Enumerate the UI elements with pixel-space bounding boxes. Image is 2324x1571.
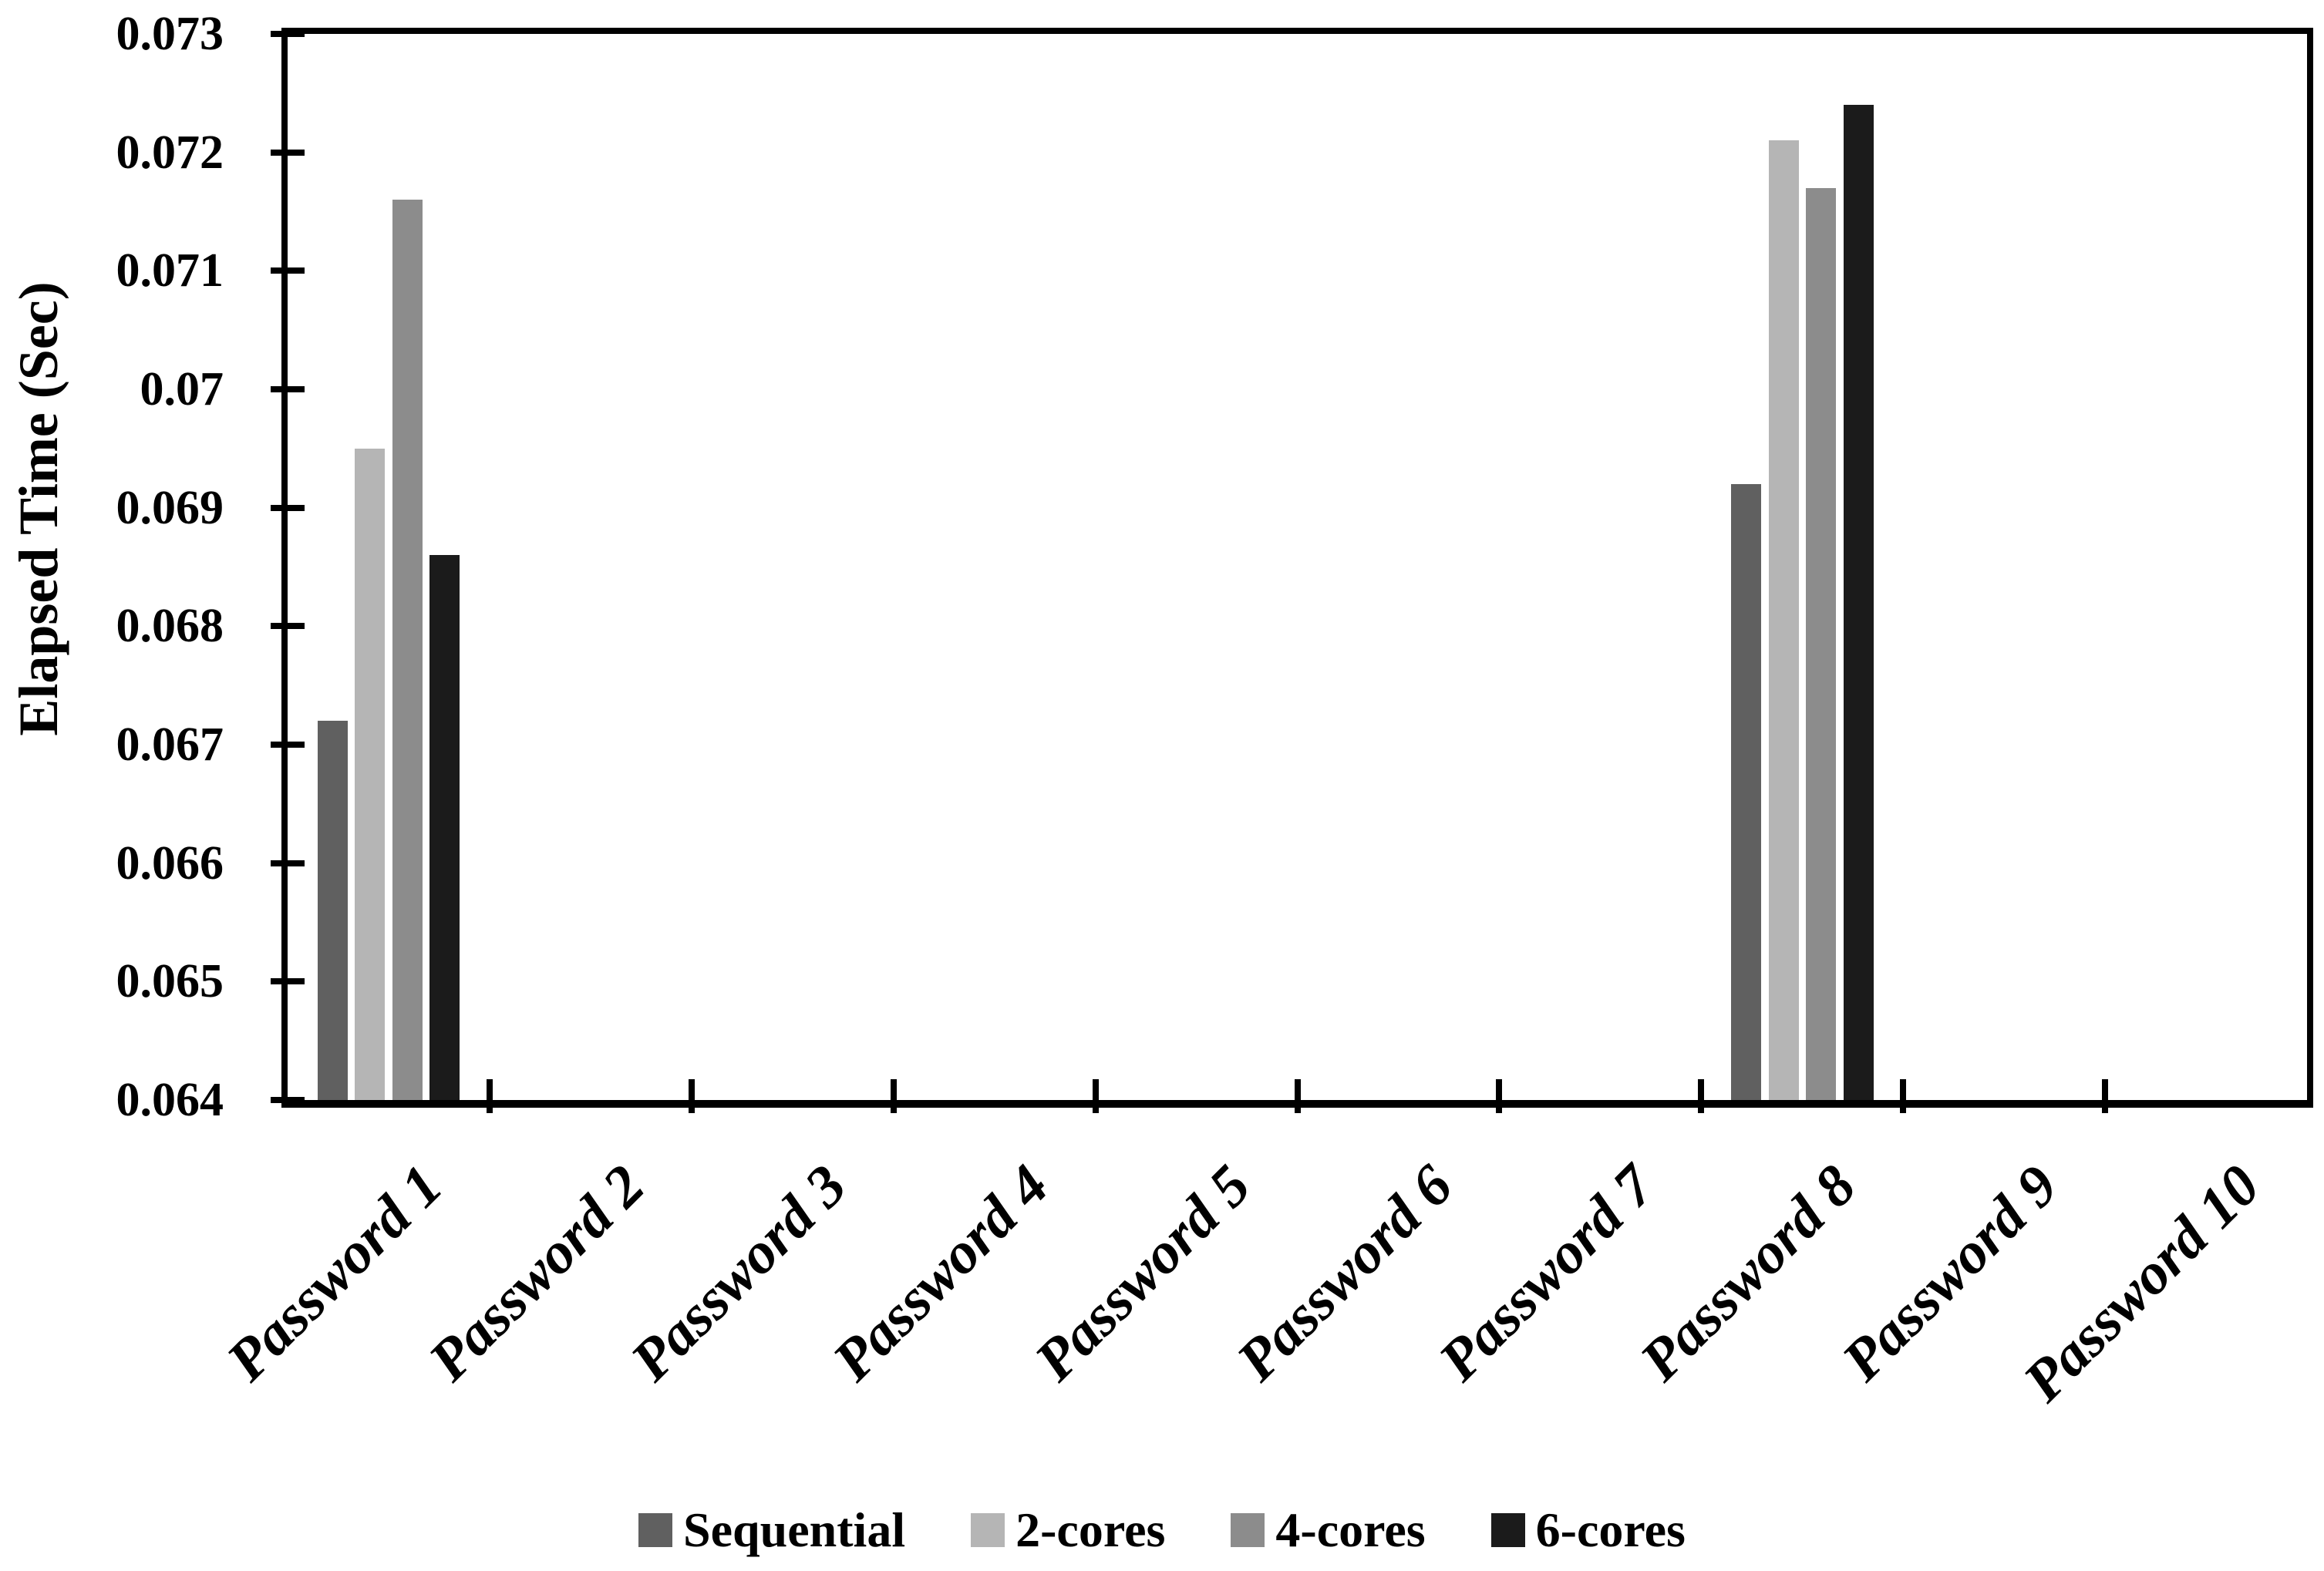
legend-item-sequential: Sequential — [638, 1503, 905, 1557]
x-axis-tick — [1496, 1079, 1503, 1113]
plot-area — [281, 28, 2313, 1108]
bar-password-8-4-cores — [1806, 187, 1836, 1100]
x-axis-label-password-4: Password 4 — [820, 1152, 1061, 1394]
x-axis-tick — [1294, 1079, 1301, 1113]
y-axis-tick-label: 0.069 — [116, 481, 224, 534]
bar-password-1-sequential — [317, 721, 348, 1100]
legend-swatch-sequential — [638, 1513, 673, 1547]
y-axis-tick-label: 0.071 — [116, 244, 224, 298]
y-axis-tick-label: 0.07 — [140, 363, 224, 415]
legend-swatch-6-cores — [1490, 1513, 1525, 1547]
y-axis-tick-label: 0.067 — [116, 718, 224, 771]
x-axis-tick — [890, 1079, 897, 1113]
y-axis-tick-label: 0.068 — [116, 600, 224, 653]
y-axis-tick — [271, 623, 305, 630]
y-axis-tick — [271, 504, 305, 511]
legend-item-4-cores: 4-cores — [1231, 1502, 1426, 1557]
legend-label-4-cores: 4-cores — [1275, 1502, 1426, 1557]
legend-item-6-cores: 6-cores — [1490, 1502, 1686, 1557]
y-axis-tick — [271, 1097, 305, 1103]
legend-item-2-cores: 2-cores — [971, 1503, 1165, 1557]
x-axis-tick — [1092, 1079, 1099, 1113]
legend-label-6-cores: 6-cores — [1535, 1502, 1686, 1557]
y-axis-tick-label: 0.065 — [116, 955, 224, 1008]
y-axis-tick-label: 0.073 — [116, 8, 224, 60]
bar-password-8-2-cores — [1768, 140, 1799, 1100]
bar-password-8-sequential — [1731, 483, 1761, 1100]
legend-label-sequential: Sequential — [683, 1502, 906, 1557]
x-axis-tick — [2102, 1079, 2109, 1113]
legend-label-2-cores: 2-cores — [1015, 1502, 1166, 1557]
y-axis-tick — [271, 149, 305, 156]
bar-password-8-6-cores — [1843, 105, 1874, 1100]
x-axis-label-password-1: Password 1 — [214, 1152, 455, 1394]
legend-swatch-2-cores — [971, 1513, 1005, 1547]
y-axis-tick — [271, 386, 305, 392]
bar-password-1-6-cores — [429, 555, 460, 1100]
x-axis-label-password-3: Password 3 — [618, 1152, 859, 1394]
y-axis-tick — [271, 860, 305, 866]
legend: Sequential 2-cores 4-cores 6-cores — [0, 1495, 2324, 1565]
y-axis-tick — [271, 267, 305, 274]
y-axis-tick — [271, 978, 305, 985]
y-axis-tick-label: 0.064 — [116, 1074, 224, 1126]
x-axis-label-password-8: Password 8 — [1628, 1152, 1869, 1394]
x-axis-label-password-5: Password 5 — [1022, 1152, 1263, 1394]
x-axis-label-password-6: Password 6 — [1224, 1152, 1465, 1394]
x-axis-tick — [486, 1079, 493, 1113]
y-axis-tick — [271, 31, 305, 37]
bar-password-1-2-cores — [355, 448, 386, 1100]
y-axis-tick-label: 0.072 — [116, 126, 224, 179]
y-axis-tick-label: 0.066 — [116, 836, 224, 890]
x-axis-tick — [1900, 1079, 1907, 1113]
x-axis-tick — [688, 1079, 695, 1113]
y-axis-tick — [271, 742, 305, 748]
x-axis-label-password-2: Password 2 — [416, 1152, 657, 1394]
bar-password-1-4-cores — [392, 200, 423, 1100]
legend-swatch-4-cores — [1231, 1513, 1265, 1547]
x-axis-label-password-7: Password 7 — [1426, 1152, 1667, 1394]
x-axis-tick — [1698, 1079, 1705, 1113]
